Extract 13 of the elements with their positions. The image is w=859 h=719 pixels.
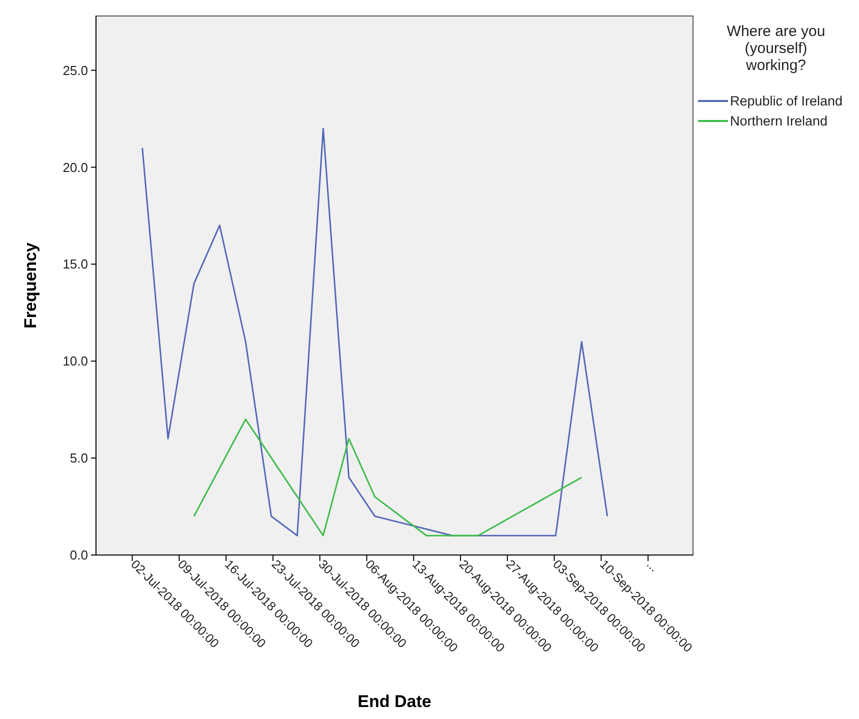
y-tick-label: 20.0 <box>62 160 88 175</box>
y-tick-label: 0.0 <box>70 548 88 563</box>
line-series <box>142 128 608 536</box>
line-series <box>193 418 582 536</box>
legend-label: Northern Ireland <box>730 114 828 129</box>
x-axis-title: End Date <box>358 692 432 711</box>
y-tick-label: 10.0 <box>62 354 88 369</box>
legend-title: Where are you (yourself) working? <box>726 23 826 74</box>
legend-label: Republic of Ireland <box>730 94 843 109</box>
y-tick-label: 5.0 <box>70 450 88 466</box>
y-tick-label: 25.0 <box>62 62 88 78</box>
y-tick-label: 15.0 <box>62 256 88 272</box>
y-axis-title: Frequency <box>21 242 40 328</box>
